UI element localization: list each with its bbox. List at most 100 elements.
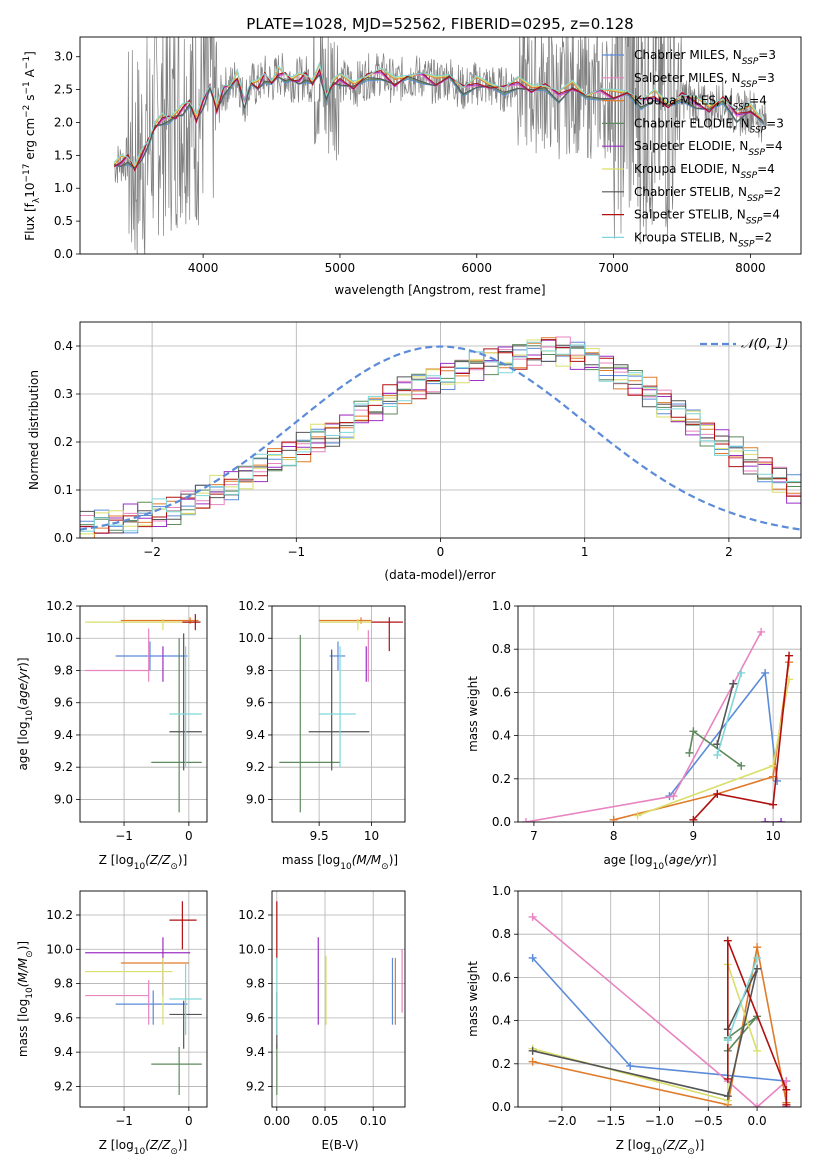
weight-vs-age-xtick-label: 9 (690, 829, 698, 843)
age-vs-mass-axes: 9.5 10 9.0 9.2 9.4 9.6 9.8 10.0 10.2 mass [log10(… (238, 599, 406, 872)
weight-vs-z-marker (753, 953, 762, 962)
weight-vs-age-ytick-label: 0.8 (492, 642, 511, 656)
weight-vs-z-ytick-label: 0.4 (492, 1014, 511, 1028)
age-vs-z-ytick-label: 9.0 (54, 792, 73, 806)
residuals-xtick-label: 0 (437, 545, 445, 559)
age-vs-mass-plot-area (279, 617, 403, 813)
weight-vs-z-ytick-label: 0.0 (492, 1100, 511, 1114)
residuals-xtick-label: −2 (143, 545, 161, 559)
model-spectrum-kroupa-stelib (113, 61, 765, 166)
histogram-salpeter-miles (80, 336, 801, 534)
spectrum-xtick-label: 6000 (461, 261, 492, 275)
mass-vs-z-ytick-label: 10.0 (46, 942, 73, 956)
weight-vs-age-marker (669, 792, 678, 801)
histogram-salpeter-elodie (80, 339, 801, 534)
spectrum-ytick-label: 2.0 (54, 115, 73, 129)
weight-vs-age-axes: 7 8 9 10 0.0 0.2 0.4 0.6 0.8 1.0 age [log10(age/yr… (466, 599, 802, 872)
weight-vs-z-marker (528, 1057, 537, 1066)
residuals-frame (79, 321, 802, 539)
weight-vs-z-marker (528, 912, 537, 921)
weight-vs-age-marker (689, 727, 698, 736)
histogram-kroupa-stelib (80, 341, 801, 532)
spectrum-ytick-label: 0.0 (54, 247, 73, 261)
spectrum-ytick-label: 0.5 (54, 214, 73, 228)
age-vs-mass-ytick-label: 10.0 (238, 631, 265, 645)
weight-vs-age-marker (773, 776, 782, 785)
mass-vs-ebv-xlabel: E(B-V) (321, 1138, 358, 1152)
weight-vs-z-marker (723, 1036, 732, 1045)
weight-vs-age-marker (769, 761, 778, 770)
spectrum-legend-label: Salpeter ELODIE, NSSP=4 (634, 139, 783, 158)
weight-vs-z-xtick-label: −1.0 (645, 1114, 674, 1128)
spectrum-legend-label: Chabrier MILES, NSSP=3 (634, 48, 776, 67)
age-vs-z-xtick-label: 0 (185, 829, 193, 843)
weight-vs-z-marker (753, 964, 762, 973)
age-vs-z-ytick-label: 10.2 (46, 599, 73, 613)
weight-vs-age-ytick-label: 0.6 (492, 685, 511, 699)
spectrum-ytick-label: 1.5 (54, 148, 73, 162)
weight-vs-z-ylabel: mass weight (466, 961, 480, 1037)
age-vs-z-ytick-label: 10.0 (46, 631, 73, 645)
spectrum-xtick-label: 5000 (325, 261, 356, 275)
spectrum-legend-label: Salpeter STELIB, NSSP=4 (634, 208, 780, 227)
mass-vs-ebv-axes: 0.00 0.05 0.10 9.2 9.4 9.6 9.8 10.0 10.2 E(B-V) (238, 890, 406, 1152)
mass-vs-ebv-ytick-label: 10.2 (238, 908, 265, 922)
weight-vs-age-marker (633, 811, 642, 820)
weight-vs-age-marker (713, 789, 722, 798)
age-vs-mass-xtick-label: 9.5 (310, 829, 329, 843)
spectrum-ytick-label: 3.0 (54, 50, 73, 64)
histogram-chabrier-stelib (80, 344, 801, 534)
spectrum-xtick-label: 8000 (735, 261, 766, 275)
mass-vs-ebv-ytick-label: 9.4 (246, 1045, 265, 1059)
age-vs-mass-ytick-label: 10.2 (238, 599, 265, 613)
mass-vs-z-xlabel: Z [log10(Z/Z⊙)] (99, 1138, 188, 1157)
weight-vs-z-line-salpeter-stelib (727, 940, 788, 1105)
age-vs-z-ytick-label: 9.2 (54, 760, 73, 774)
weight-vs-age-marker (761, 668, 770, 677)
mass-vs-ebv-plot-area (276, 901, 403, 1095)
mass-vs-ebv-ytick-label: 9.6 (246, 1011, 265, 1025)
weight-vs-age-xlabel: age [log10(age/yr)] (603, 853, 716, 872)
weight-vs-age-xtick-label: 7 (530, 829, 538, 843)
age-vs-mass-ytick-label: 9.6 (246, 696, 265, 710)
weight-vs-z-ytick-label: 0.8 (492, 927, 511, 941)
spectrum-legend-label: Kroupa STELIB, NSSP=2 (634, 230, 772, 249)
spectrum-ylabel: Flux [fλ10−17 erg cm−2 s−1 A−1] (22, 51, 42, 241)
residuals-ytick-label: 0.3 (54, 387, 73, 401)
weight-vs-z-marker (528, 953, 537, 962)
residuals-xtick-label: 1 (581, 545, 589, 559)
weight-vs-z-marker (723, 1092, 732, 1101)
spectrum-legend-label: Kroupa MILES, NSSP=4 (634, 94, 767, 113)
spectrum-xtick-label: 4000 (188, 261, 219, 275)
weight-vs-z-xtick-label: −1.5 (596, 1114, 625, 1128)
weight-vs-z-ytick-label: 1.0 (492, 884, 511, 898)
mass-vs-z-plot-area (85, 901, 202, 1095)
weight-vs-z-plot-area (528, 912, 791, 1107)
weight-vs-z-line-kroupa-elodie (532, 964, 758, 1102)
age-vs-z-ytick-label: 9.8 (54, 663, 73, 677)
weight-vs-age-marker (685, 748, 694, 757)
mass-vs-z-ytick-label: 9.2 (54, 1079, 73, 1093)
histogram-salpeter-stelib (80, 339, 801, 534)
weight-vs-z-xtick-label: −0.5 (694, 1114, 723, 1128)
weight-vs-z-line-kroupa-miles (532, 947, 788, 1106)
residuals-xtick-label: 2 (725, 545, 733, 559)
weight-vs-age-xtick-label: 8 (610, 829, 618, 843)
residuals-ytick-label: 0.0 (54, 531, 73, 545)
normal-curve (80, 345, 801, 531)
age-vs-mass-ytick-label: 9.8 (246, 663, 265, 677)
mass-vs-ebv-frame (271, 890, 406, 1108)
age-vs-mass-frame (271, 605, 406, 823)
age-vs-z-frame (79, 605, 208, 823)
weight-vs-z-marker (753, 1046, 762, 1055)
mass-vs-z-ytick-label: 9.4 (54, 1045, 73, 1059)
weight-vs-age-xtick-label: 10 (765, 829, 780, 843)
residuals-axes: −2 −1 0 1 2 0.0 0.1 0.2 0.3 0.4 𝒩(0, 1) (data-model… (27, 321, 802, 582)
weight-vs-age-line-chabrier-stelib (716, 683, 734, 745)
residuals-plot-area (80, 336, 801, 538)
weight-vs-age-marker (737, 668, 746, 677)
weight-vs-age-plot-area (521, 627, 794, 822)
mass-vs-ebv-xtick-label: 0.10 (360, 1114, 387, 1128)
age-vs-z-xlabel: Z [log10(Z/Z⊙)] (99, 853, 188, 872)
